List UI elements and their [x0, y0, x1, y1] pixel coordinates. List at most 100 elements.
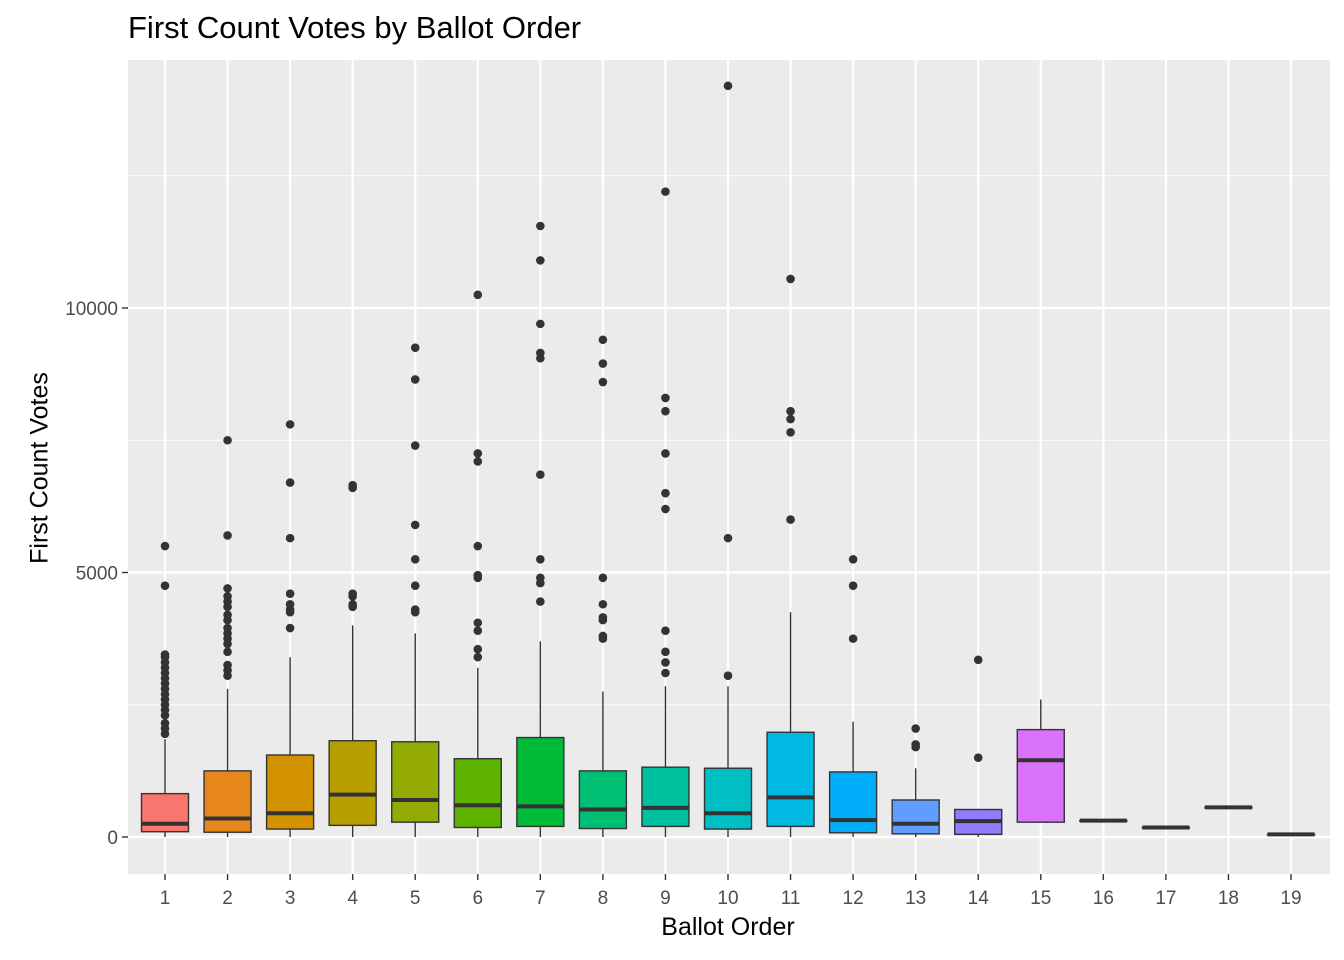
outlier-point: [911, 740, 920, 749]
box-rect: [828, 771, 878, 834]
box-rect: [265, 754, 315, 830]
x-tick-label: 5: [410, 888, 421, 909]
x-axis-title: Ballot Order: [661, 913, 795, 941]
outlier-point: [410, 605, 420, 614]
x-tick-label: 19: [1280, 888, 1301, 909]
box-9: [641, 187, 690, 837]
outlier-point: [536, 221, 545, 231]
outlier-point: [223, 623, 232, 633]
outlier-point: [473, 541, 483, 551]
outlier-point: [661, 406, 670, 416]
outlier-point: [410, 581, 420, 591]
outlier-point: [536, 319, 545, 329]
x-tick-label: 13: [905, 888, 926, 909]
outlier-point: [911, 724, 920, 733]
outlier-point: [410, 520, 420, 530]
boxes-layer: [140, 81, 1316, 837]
box-rect: [328, 740, 377, 827]
outlier-point: [473, 570, 483, 580]
outlier-point: [223, 584, 232, 593]
x-tick-label: 2: [222, 888, 233, 909]
box-12: [828, 554, 878, 837]
outlier-point: [598, 335, 608, 345]
outlier-point: [536, 256, 545, 265]
x-tick-label: 1: [160, 888, 171, 909]
x-tick-label: 8: [598, 888, 609, 909]
outlier-point: [473, 290, 483, 300]
outlier-point: [410, 441, 420, 450]
outlier-point: [723, 671, 733, 680]
y-axis-title: First Count Votes: [25, 372, 54, 564]
outlier-point: [285, 420, 295, 429]
outlier-point: [285, 589, 295, 598]
y-tick-label: 10000: [65, 299, 118, 320]
box-2: [203, 435, 252, 837]
outlier-point: [223, 660, 232, 670]
outlier-point: [598, 359, 608, 368]
x-tick-label: 11: [781, 888, 801, 909]
x-tick-label: 10: [717, 888, 738, 909]
outlier-point: [786, 274, 795, 284]
outlier-point: [661, 449, 670, 458]
outlier-point: [223, 531, 232, 540]
x-tick-label: 9: [660, 888, 671, 909]
y-tick-label: 5000: [76, 564, 118, 585]
box-7: [516, 221, 565, 837]
outlier-point: [723, 533, 733, 543]
outlier-point: [473, 618, 483, 628]
box-rect: [1016, 728, 1065, 823]
outlier-point: [661, 626, 670, 635]
outlier-point: [285, 599, 295, 609]
outlier-point: [536, 554, 545, 564]
outlier-point: [848, 581, 858, 591]
outlier-point: [598, 613, 608, 622]
x-tick-label: 14: [968, 888, 990, 909]
outlier-point: [661, 488, 670, 498]
box-13: [891, 724, 940, 837]
outlier-point: [723, 81, 733, 91]
outlier-point: [223, 610, 232, 620]
box-10: [703, 81, 753, 837]
outlier-point: [223, 435, 232, 445]
outlier-point: [973, 753, 983, 762]
outlier-point: [410, 343, 420, 352]
outlier-point: [598, 631, 608, 641]
box-rect: [766, 731, 815, 828]
outlier-point: [223, 592, 232, 601]
outlier-point: [410, 375, 420, 384]
box-rect: [391, 741, 440, 823]
outlier-point: [848, 634, 858, 643]
outlier-point: [598, 599, 608, 609]
outlier-point: [473, 449, 483, 458]
outlier-point: [786, 406, 795, 416]
outlier-point: [786, 515, 795, 524]
outlier-point: [473, 652, 483, 662]
box-16: [1079, 818, 1128, 823]
outlier-point: [661, 647, 670, 657]
x-tick-label: 4: [347, 888, 358, 909]
box-rect: [578, 770, 628, 830]
x-tick-label: 3: [285, 888, 296, 909]
outlier-point: [348, 480, 357, 490]
x-tick-label: 17: [1155, 888, 1176, 909]
x-tick-label: 18: [1218, 888, 1239, 909]
x-tick-label: 6: [472, 888, 483, 909]
box-19: [1266, 832, 1316, 837]
outlier-point: [473, 457, 483, 466]
outlier-point: [661, 668, 670, 678]
box-11: [766, 274, 815, 837]
box-rect: [891, 799, 940, 835]
outlier-point: [598, 573, 608, 583]
outlier-point: [223, 647, 232, 657]
box-rect: [516, 736, 565, 828]
outlier-point: [786, 414, 795, 424]
box-rect: [203, 770, 252, 833]
x-tick-label: 7: [535, 888, 546, 909]
box-15: [1016, 699, 1065, 823]
box-1: [140, 541, 190, 837]
outlier-point: [348, 599, 357, 609]
box-3: [265, 420, 315, 837]
x-tick-label: 16: [1093, 888, 1114, 909]
outlier-point: [160, 718, 170, 728]
box-14: [954, 655, 1003, 837]
